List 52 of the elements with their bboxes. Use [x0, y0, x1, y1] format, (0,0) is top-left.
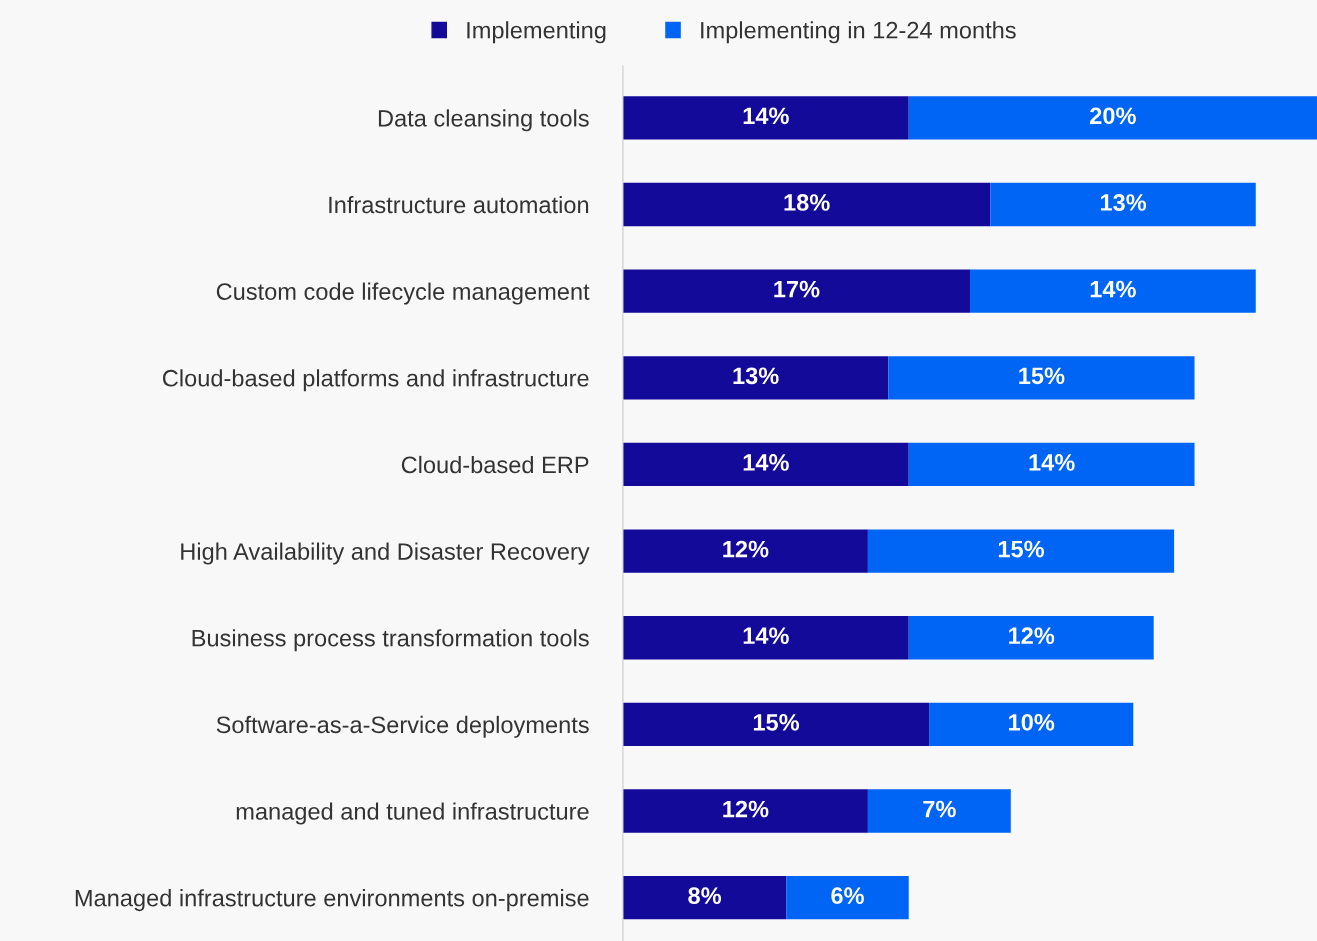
y-tick-label: Software-as-a-Service deployments [216, 715, 589, 738]
legend-label: Implementing [467, 21, 606, 44]
y-tick-label: Custom code lifecycle management [216, 282, 590, 305]
bar [929, 702, 1134, 747]
y-tick-label: Cloud-based ERP [401, 455, 589, 474]
data-label: 17% [774, 280, 820, 298]
bar [622, 356, 889, 400]
data-label: 20% [1090, 107, 1136, 125]
bar [622, 876, 787, 920]
y-tick-label: Business process transformation tools [192, 629, 589, 652]
data-label: 14% [1090, 280, 1136, 298]
data-label: 14% [743, 627, 789, 645]
legend-label: Implementing in 12-24 months [701, 21, 1016, 44]
y-tick-label: Managed infrastructure environments on-premise [75, 889, 589, 912]
data-label: 10% [1009, 714, 1055, 731]
bar [786, 876, 909, 920]
data-label: 12% [723, 800, 769, 818]
data-label: 18% [784, 194, 830, 211]
data-label: 7% [923, 800, 956, 818]
bar [622, 182, 991, 227]
bar [622, 529, 868, 573]
data-label: 14% [743, 107, 789, 125]
bar [867, 529, 1175, 573]
bar [867, 789, 1011, 833]
data-label: 15% [998, 540, 1045, 558]
data-label: 15% [1019, 367, 1065, 385]
bar [622, 789, 868, 833]
bar [622, 96, 909, 140]
data-label: 12% [723, 540, 769, 558]
data-label: 8% [688, 887, 722, 905]
data-label: 14% [743, 454, 789, 471]
bar [908, 96, 1317, 140]
data-label: 13% [1100, 194, 1147, 211]
bar [908, 442, 1195, 487]
y-tick-label: Data cleansing tools [378, 109, 589, 132]
bar [969, 269, 1256, 313]
bar [622, 702, 930, 747]
bar [622, 616, 909, 660]
bar [888, 356, 1195, 400]
data-label: 12% [1009, 627, 1055, 645]
data-label: 13% [733, 367, 779, 385]
bar [908, 616, 1154, 660]
bar [990, 182, 1256, 227]
y-tick-label: High Availability and Disaster Recovery [181, 542, 590, 565]
y-tick-label: managed and tuned infrastructure [236, 802, 589, 825]
data-label: 14% [1029, 454, 1075, 471]
data-label: 15% [753, 714, 800, 731]
bar [622, 269, 970, 313]
data-label: 6% [831, 887, 864, 905]
bar [622, 442, 909, 487]
y-tick-label: Infrastructure automation [329, 195, 589, 214]
y-tick-label: Cloud-based platforms and infrastructure [163, 369, 589, 392]
